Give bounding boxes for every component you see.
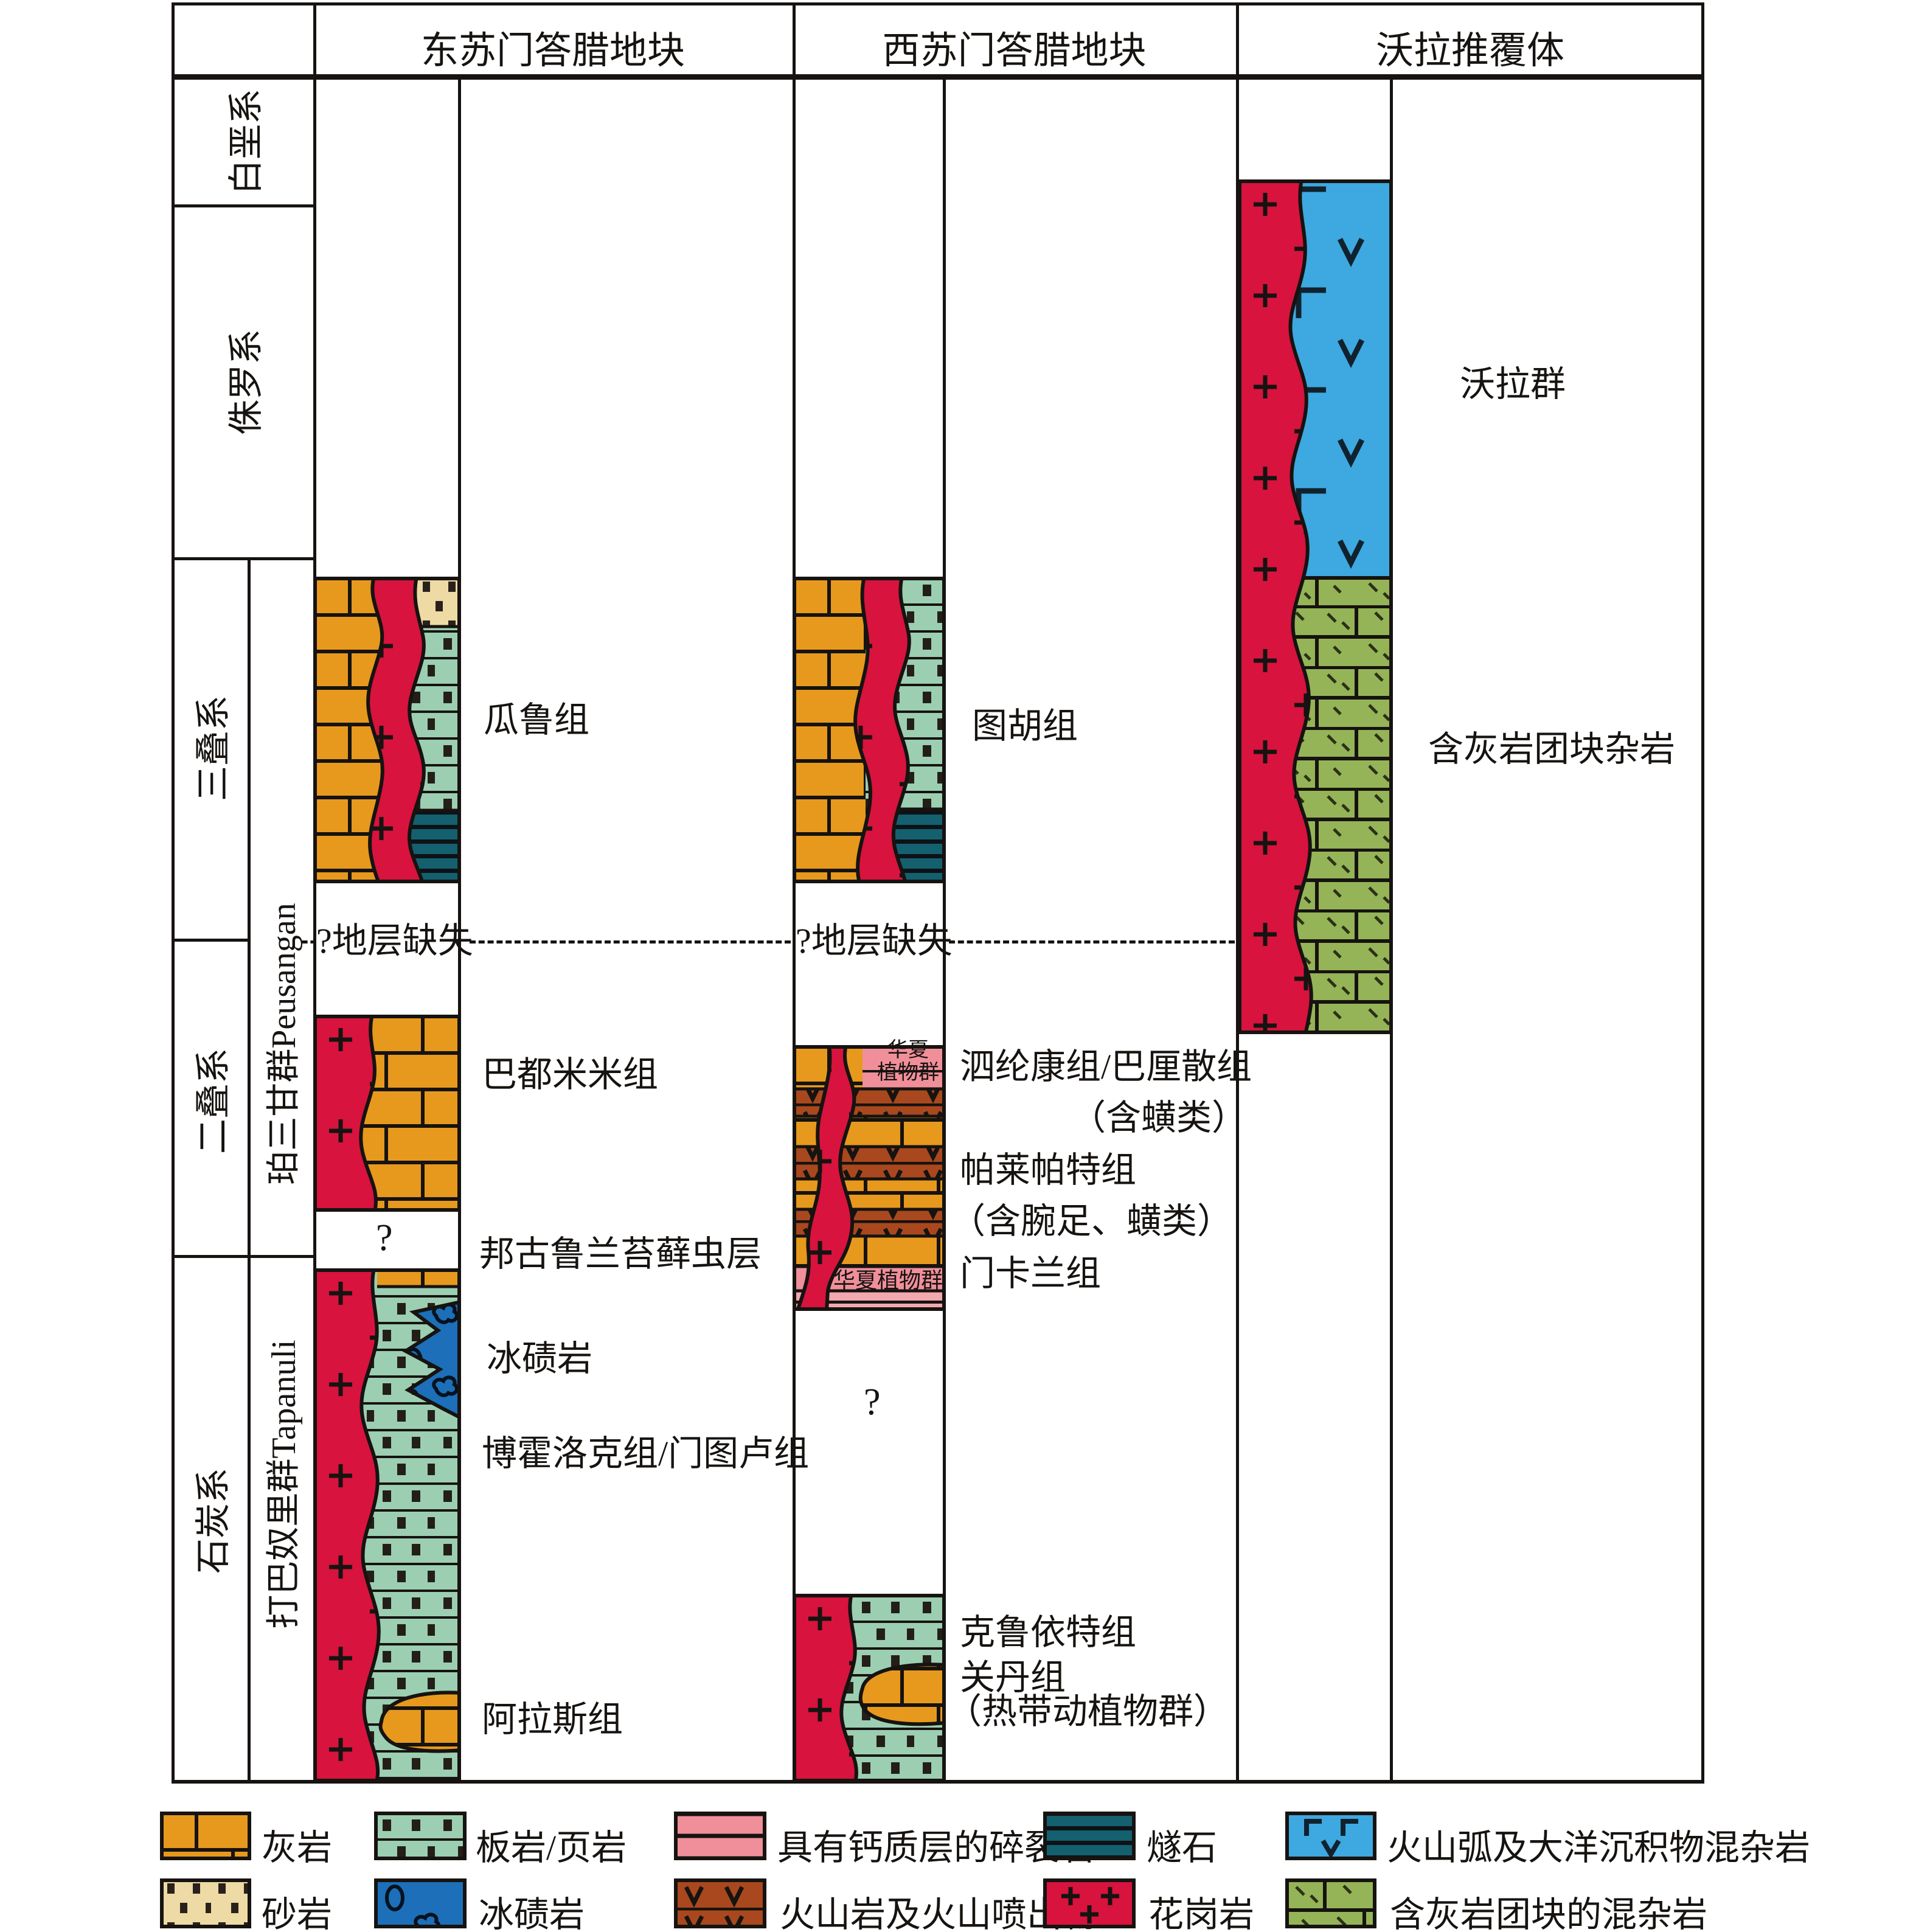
era-jurassic: 侏罗系 — [226, 329, 266, 436]
group-tapanuli: 打巴奴里群Tapanuli — [265, 1340, 303, 1629]
header-west: 西苏门答腊地块 — [882, 30, 1147, 72]
west-box-right-edge — [943, 78, 946, 1782]
legend-label-chert: 燧石 — [1147, 1828, 1218, 1868]
legend-swatch-limestone — [160, 1812, 251, 1860]
triassic-permian-line — [172, 939, 248, 942]
unconformity-dashes-west — [949, 940, 1235, 943]
west-permian-block — [793, 1045, 946, 1311]
era-group-divider — [248, 557, 251, 1782]
legend-label-tillite: 冰碛岩 — [479, 1895, 585, 1932]
east-badumimi-block — [313, 1015, 461, 1212]
label-silungkang: 泗纶康组/巴厘散组 — [960, 1047, 1252, 1086]
label-cathaysia-band: 华夏植物群 — [833, 1268, 943, 1293]
cretaceous-jurassic-line — [172, 204, 313, 207]
permian-carboniferous-line — [172, 1255, 313, 1258]
legend-swatch-cataclasite — [674, 1812, 766, 1860]
legend-swatch-tillite — [374, 1878, 467, 1928]
legend-label-slate: 板岩/页岩 — [476, 1828, 627, 1868]
label-palepat: 帕莱帕特组 — [960, 1150, 1137, 1190]
unconformity-dashes-east — [470, 940, 791, 943]
header-bottom-line — [172, 74, 1704, 80]
group-peusangan: 珀三甘群Peusangan — [265, 903, 303, 1185]
label-kluet: 克鲁依特组 — [960, 1613, 1137, 1652]
label-east-tillite: 冰碛岩 — [487, 1339, 593, 1378]
legend-swatch-granite — [1043, 1878, 1136, 1928]
legend-label-sandstone: 砂岩 — [262, 1895, 333, 1932]
header-east: 东苏门答腊地块 — [420, 30, 685, 72]
legend-swatch-volcanic-arc — [1285, 1812, 1376, 1860]
label-mengkarang: 门卡兰组 — [960, 1254, 1102, 1293]
label-cathaysia-top: 华夏 植物群 — [877, 1039, 939, 1085]
legend-swatch-slate — [374, 1812, 467, 1860]
header-woyla: 沃拉推覆体 — [1375, 30, 1564, 72]
east-gualu-block — [313, 577, 461, 883]
table-top-border — [172, 2, 1704, 5]
legend-swatch-melange — [1285, 1878, 1376, 1928]
legend-label-volcanic-arc: 火山弧及大洋沉积物混杂岩 — [1387, 1828, 1811, 1868]
label-woyla-group: 沃拉群 — [1460, 364, 1566, 404]
label-west-gap: ?地层缺失 — [796, 921, 953, 961]
legend-label-limestone: 灰岩 — [262, 1828, 333, 1868]
label-east-gap: ?地层缺失 — [316, 921, 473, 961]
label-west-question: ? — [864, 1381, 881, 1423]
legend-label-melange: 含灰岩团块的混杂岩 — [1390, 1895, 1708, 1932]
legend-label-cataclasite: 具有钙质层的碎裂岩 — [777, 1828, 1095, 1868]
era-permian: 二叠系 — [193, 1048, 233, 1155]
west-tuhu-block — [793, 577, 946, 883]
label-badumimi: 巴都米米组 — [482, 1055, 659, 1094]
label-bryozoan: 邦古鲁兰苔藓虫层 — [479, 1234, 762, 1274]
label-gualu: 瓜鲁组 — [484, 700, 590, 740]
label-fusulinid: （含蟥类） — [1071, 1098, 1248, 1138]
east-carboniferous-block — [313, 1268, 461, 1782]
label-tuhu: 图胡组 — [972, 706, 1078, 746]
unconformity-dash-a — [302, 940, 316, 943]
era-carboniferous: 石炭系 — [193, 1468, 233, 1574]
label-kuantan: 关丹组 — [960, 1658, 1066, 1697]
legend-swatch-volcanic — [674, 1878, 766, 1928]
label-alas: 阿拉斯组 — [482, 1700, 623, 1739]
table-right-border — [1701, 2, 1704, 1782]
era-triassic: 三叠系 — [193, 695, 233, 802]
label-east-question: ? — [376, 1217, 393, 1259]
east-box-right-edge — [458, 78, 461, 1782]
divider-west — [793, 2, 796, 1782]
legend-label-granite: 花岗岩 — [1148, 1895, 1255, 1932]
table-left-border — [172, 2, 175, 1782]
label-brachiopod: （含腕足、蟥类） — [950, 1201, 1233, 1241]
woyla-block — [1238, 179, 1393, 1034]
label-bohorok: 博霍洛克组/门图卢组 — [482, 1434, 810, 1473]
west-carboniferous-block — [793, 1594, 946, 1782]
jurassic-triassic-line — [172, 557, 313, 560]
legend-swatch-chert — [1043, 1812, 1136, 1860]
label-woyla-melange: 含灰岩团块杂岩 — [1428, 729, 1676, 769]
legend-swatch-sandstone — [160, 1878, 251, 1928]
label-tropical: （热带动植物群） — [946, 1692, 1229, 1731]
divider-east — [313, 2, 316, 1782]
